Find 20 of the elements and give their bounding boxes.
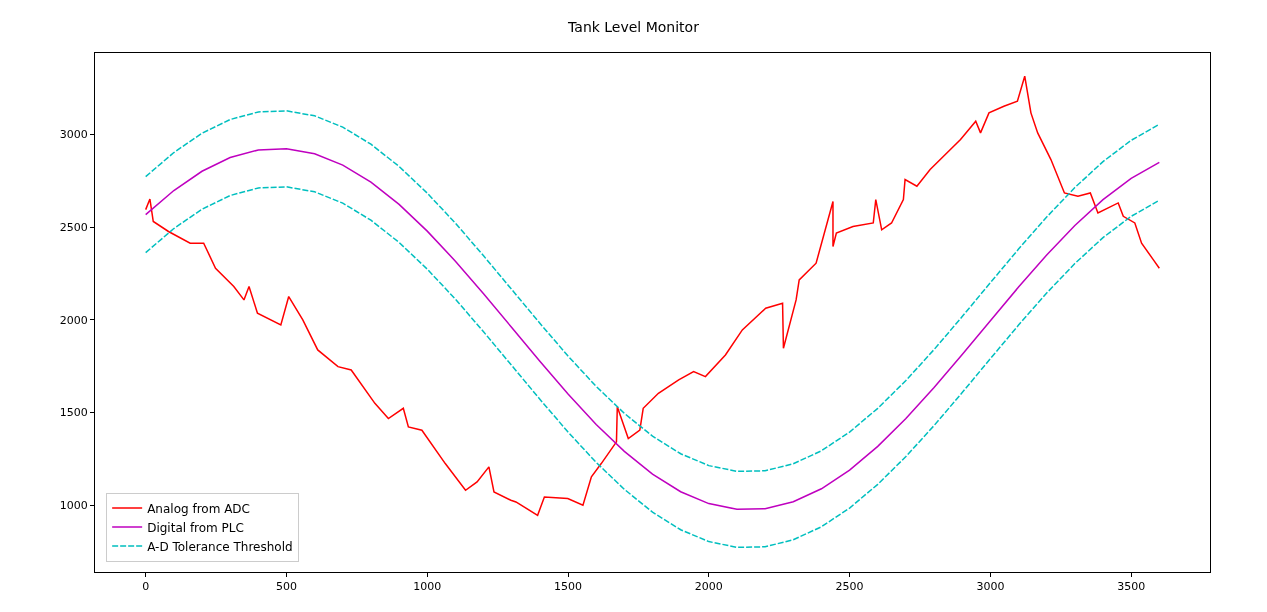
x-tick-label: 500: [275, 580, 297, 594]
line-series: [144, 110, 1161, 473]
line-series: [144, 75, 1161, 517]
y-tick-label: 1000: [59, 499, 88, 513]
y-tick-label: 2500: [59, 221, 88, 235]
x-tick-label: 2000: [694, 580, 723, 594]
x-tick-label: 1500: [554, 580, 583, 594]
legend-label: A-D Tolerance Threshold: [147, 539, 293, 554]
y-tick-label: 1500: [59, 406, 88, 420]
line-series: [144, 186, 1161, 549]
x-tick-label: 1000: [413, 580, 442, 594]
y-tick-label: 2000: [59, 313, 88, 327]
y-tick-label: 3000: [59, 128, 88, 142]
legend-label: Digital from PLC: [147, 520, 244, 535]
x-tick-label: 0: [142, 580, 150, 594]
x-tick-label: 3000: [976, 580, 1005, 594]
chart-title: Tank Level Monitor: [567, 19, 700, 36]
x-tick-label: 3500: [1117, 580, 1146, 594]
legend-label: Analog from ADC: [147, 501, 250, 516]
x-tick-label: 2500: [835, 580, 864, 594]
